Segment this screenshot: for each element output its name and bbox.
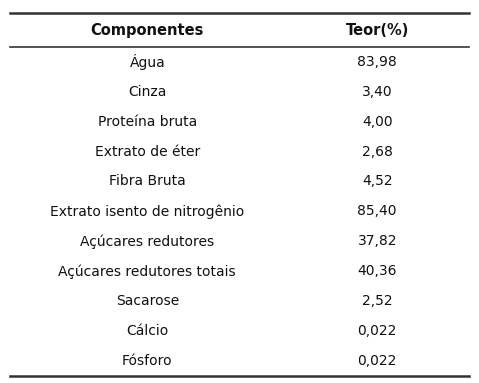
Text: Sacarose: Sacarose — [115, 294, 179, 308]
Text: 4,52: 4,52 — [362, 175, 392, 188]
Text: Água: Água — [129, 54, 165, 70]
Text: Teor(%): Teor(%) — [345, 23, 409, 38]
Text: 40,36: 40,36 — [357, 264, 397, 278]
Text: Cálcio: Cálcio — [126, 324, 169, 338]
Text: Cinza: Cinza — [128, 85, 167, 99]
Text: 85,40: 85,40 — [357, 205, 397, 218]
Text: 0,022: 0,022 — [357, 354, 397, 368]
Text: Fibra Bruta: Fibra Bruta — [109, 175, 186, 188]
Text: 2,52: 2,52 — [362, 294, 392, 308]
Text: Proteína bruta: Proteína bruta — [98, 115, 197, 129]
Text: Açúcares redutores: Açúcares redutores — [80, 234, 215, 249]
Text: 3,40: 3,40 — [362, 85, 392, 99]
Text: Extrato de éter: Extrato de éter — [95, 144, 200, 159]
Text: 37,82: 37,82 — [357, 234, 397, 248]
Text: 2,68: 2,68 — [362, 144, 393, 159]
Text: 0,022: 0,022 — [357, 324, 397, 338]
Text: 4,00: 4,00 — [362, 115, 392, 129]
Text: Fósforo: Fósforo — [122, 354, 172, 368]
Text: 83,98: 83,98 — [357, 55, 397, 69]
Text: Componentes: Componentes — [91, 23, 204, 38]
Text: Extrato isento de nitrogênio: Extrato isento de nitrogênio — [50, 204, 244, 219]
Text: Açúcares redutores totais: Açúcares redutores totais — [58, 264, 236, 278]
